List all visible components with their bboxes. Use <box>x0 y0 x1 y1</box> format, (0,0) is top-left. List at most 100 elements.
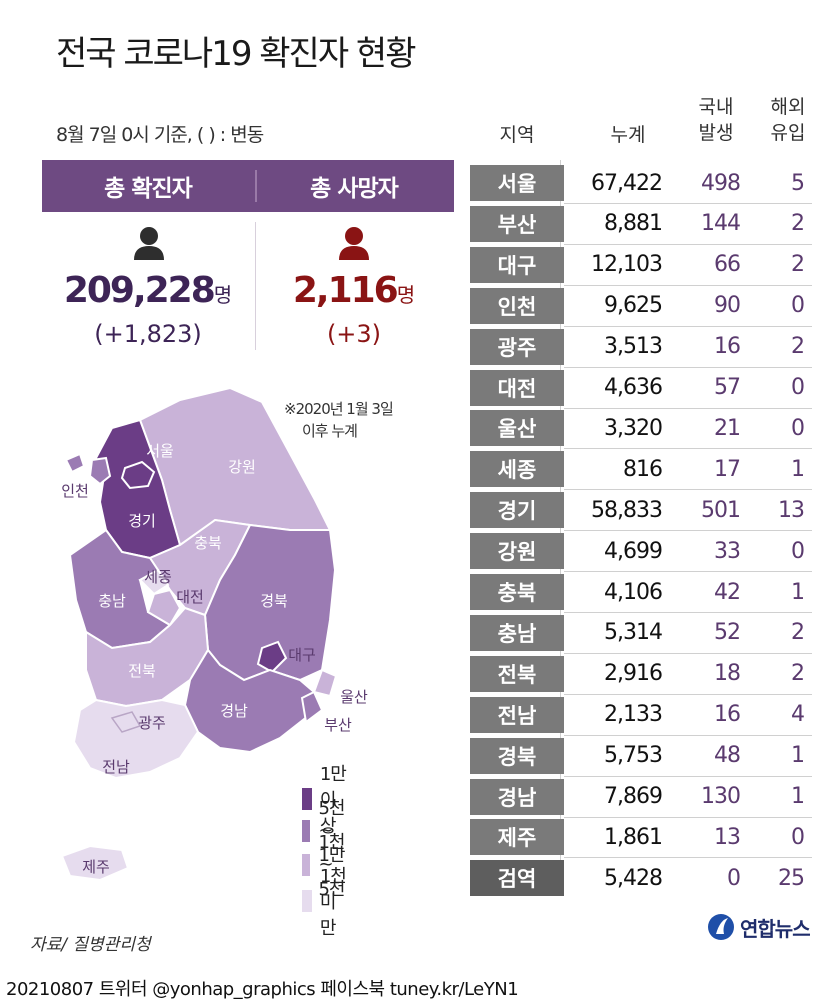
footer-credit: 20210807 트위터 @yonhap_graphics 페이스북 tuney… <box>6 979 519 1000</box>
cumulative-cell: 8,881 <box>604 211 663 237</box>
legend-swatch <box>302 890 312 912</box>
header-domestic: 국내 발생 <box>680 94 752 146</box>
overseas-cell: 1 <box>791 579 805 605</box>
map-label-gwangju: 광주 <box>138 714 166 732</box>
overseas-cell: 25 <box>778 865 805 891</box>
overseas-cell: 2 <box>791 661 805 687</box>
region-seoul <box>120 460 156 490</box>
map-label-jeju: 제주 <box>82 858 110 876</box>
overseas-cell: 2 <box>791 211 805 237</box>
table-row: 대구 12,103 66 2 <box>470 246 812 283</box>
cumulative-cell: 3,320 <box>604 415 663 441</box>
cumulative-cell: 816 <box>623 456 663 482</box>
domestic-cell: 18 <box>714 661 741 687</box>
legend-label: 1만 이상 <box>319 764 347 837</box>
table-row: 제주 1,861 13 0 <box>470 819 812 856</box>
row-divider <box>564 530 812 532</box>
cumulative-cell: 3,513 <box>604 334 663 360</box>
overseas-cell: 2 <box>791 334 805 360</box>
region-name: 전북 <box>470 655 564 692</box>
cumulative-cell: 67,422 <box>591 170 663 196</box>
confirmed-change: (+1,823) <box>94 320 202 348</box>
legend-item: 1만 이상 <box>302 760 348 838</box>
cumulative-cell: 4,106 <box>604 579 663 605</box>
overseas-cell: 0 <box>791 375 805 400</box>
row-divider <box>564 366 812 368</box>
domestic-cell: 17 <box>714 456 741 482</box>
legend-item: 5천 ~ 1만 <box>302 794 348 867</box>
overseas-cell: 4 <box>791 702 805 728</box>
row-divider <box>564 816 812 818</box>
yonhap-logo-text: 연합뉴스 <box>740 916 811 941</box>
overseas-cell: 0 <box>791 293 805 319</box>
cumulative-cell: 2,916 <box>604 661 663 687</box>
table-row: 광주 3,513 16 2 <box>470 328 812 365</box>
map-label-daegu: 대구 <box>288 646 316 664</box>
overseas-cell: 1 <box>791 784 805 809</box>
row-divider <box>564 407 812 409</box>
table-row: 강원 4,699 33 0 <box>470 533 812 570</box>
deaths-unit: 명 <box>396 283 416 307</box>
deaths-change: (+3) <box>326 320 382 348</box>
row-divider <box>564 734 812 736</box>
region-daejeon <box>146 588 182 627</box>
legend-item: 1천 ~ 5천 <box>302 828 348 901</box>
confirmed-unit: 명 <box>213 283 233 307</box>
legend-label: 1천 ~ 5천 <box>318 832 345 900</box>
legend-swatch <box>302 819 311 842</box>
korea-map: 서울 인천 경기 강원 충북 세종 대전 충남 경북 대구 전북 광주 전남 경… <box>60 386 368 882</box>
region-busan <box>300 690 324 724</box>
region-name: 대구 <box>470 246 564 283</box>
domestic-cell: 52 <box>714 620 741 646</box>
domestic-cell: 501 <box>701 497 741 523</box>
map-label-seoul: 서울 <box>146 442 174 460</box>
region-name: 광주 <box>470 328 564 365</box>
legend-label: 5천 ~ 1만 <box>318 798 345 866</box>
map-label-chungbuk: 충북 <box>194 534 222 552</box>
header-region: 지역 <box>499 124 535 146</box>
cumulative-cell: 9,625 <box>604 293 663 319</box>
row-divider <box>564 571 812 573</box>
region-name: 충북 <box>470 574 564 610</box>
table-row: 부산 8,881 144 2 <box>470 205 812 242</box>
yonhap-logo: 연합뉴스 <box>706 912 811 942</box>
cumulative-cell: 7,869 <box>604 784 663 809</box>
table-row: 검역 5,428 0 25 <box>470 860 812 897</box>
person-icon-red <box>339 227 369 260</box>
overseas-cell: 2 <box>791 620 805 646</box>
table-row: 경북 5,753 48 1 <box>470 737 812 774</box>
header-cumulative: 누계 <box>610 124 646 146</box>
map-label-sejong: 세종 <box>144 568 172 586</box>
map-label-jeonnam: 전남 <box>102 758 130 776</box>
legend-swatch <box>302 853 311 876</box>
row-divider <box>564 448 812 450</box>
table-row: 인천 9,625 90 0 <box>470 287 812 324</box>
region-name: 부산 <box>470 205 564 242</box>
domestic-cell: 144 <box>701 211 741 237</box>
region-name: 울산 <box>470 410 564 447</box>
map-label-busan: 부산 <box>324 716 352 734</box>
table-row: 경기 58,833 501 13 <box>470 492 812 529</box>
summary-divider <box>255 222 256 350</box>
row-divider <box>564 693 812 695</box>
map-label-incheon: 인천 <box>61 482 89 500</box>
cumulative-cell: 4,699 <box>604 538 663 564</box>
header-domestic-line1: 국내 <box>698 96 734 118</box>
region-name: 경북 <box>470 737 564 774</box>
domestic-cell: 33 <box>714 538 741 564</box>
table-row: 서울 67,422 498 5 <box>470 165 812 201</box>
row-divider <box>564 652 812 654</box>
row-divider <box>564 243 812 245</box>
cumulative-cell: 5,753 <box>604 743 663 769</box>
overseas-cell: 0 <box>791 824 805 850</box>
cumulative-cell: 5,428 <box>604 865 663 891</box>
domestic-cell: 16 <box>714 702 741 728</box>
page-title: 전국 코로나19 확진자 현황 <box>56 34 416 74</box>
region-daegu <box>256 640 288 674</box>
confirmed-total: 209,228명 <box>42 270 254 311</box>
map-label-chungnam: 충남 <box>98 592 126 610</box>
header-overseas-line1: 해외 <box>770 96 806 118</box>
header-overseas-line2: 유입 <box>770 122 806 144</box>
map-label-gangwon: 강원 <box>228 458 256 476</box>
cumulative-cell: 12,103 <box>591 252 663 278</box>
